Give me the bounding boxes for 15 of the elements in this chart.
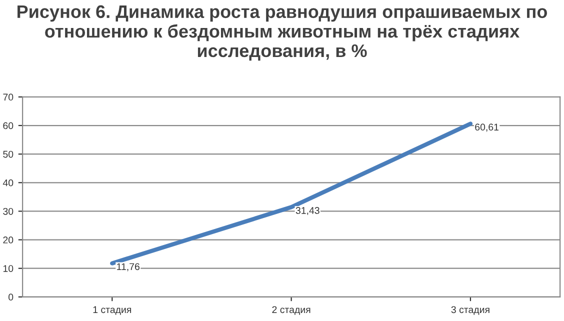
- x-tick-label: 3 стадия: [451, 306, 490, 315]
- y-tick-label: 60: [3, 122, 14, 130]
- y-tick-label: 50: [3, 150, 14, 158]
- x-tick-label: 2 стадия: [272, 306, 310, 315]
- data-label: 31,43: [296, 207, 320, 216]
- data-label: 60,61: [475, 124, 498, 132]
- x-tick-label: 1 стадия: [93, 306, 132, 315]
- y-tick-label: 40: [2, 179, 14, 186]
- chart-title: Рисунок 6. Динамика роста равнодушия опрашиваемых по отношению к бездомным животным на трёх стадиях исследования, в %: [18, 5, 548, 61]
- y-tick-label: 20: [3, 236, 14, 244]
- data-label: 11,76: [117, 263, 140, 272]
- y-tick-label: 70: [3, 94, 14, 101]
- y-tick-label: 0: [8, 294, 14, 301]
- y-tick-label: 30: [3, 208, 14, 215]
- y-tick-label: 10: [3, 265, 14, 272]
